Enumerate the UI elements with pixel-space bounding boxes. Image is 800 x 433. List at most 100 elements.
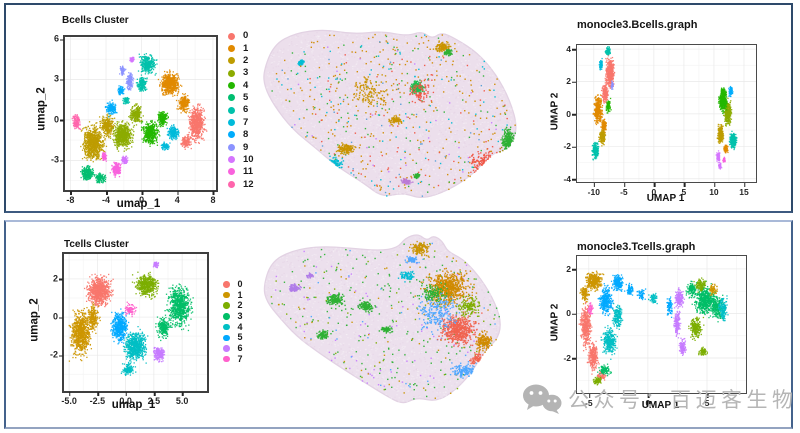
x-tick: -5.0 — [61, 392, 77, 406]
legend-label: 5 — [243, 92, 249, 104]
legend-item: 4 — [223, 322, 243, 333]
x-tick: 5 — [682, 183, 686, 197]
legend-swatch — [228, 106, 235, 114]
legend-item: 2 — [228, 55, 254, 67]
legend-item: 9 — [228, 141, 254, 153]
legend-swatch — [223, 334, 230, 342]
x-tick: -2.5 — [90, 392, 105, 406]
y-tick: 0 — [54, 115, 64, 124]
legend-swatch — [223, 355, 230, 363]
x-tick: 5.0 — [176, 392, 188, 406]
legend-label: 11 — [243, 166, 254, 178]
legend-item: 7 — [223, 354, 243, 365]
legend-swatch — [228, 82, 235, 90]
y-tick: -2 — [563, 354, 576, 363]
legend-swatch — [228, 45, 235, 53]
scatter-canvas — [64, 254, 207, 391]
x-tick: 2.5 — [148, 392, 160, 406]
legend-label: 2 — [243, 55, 249, 67]
x-tick: -5 — [620, 183, 628, 197]
legend-swatch — [228, 131, 235, 139]
chart-title: Tcells Cluster — [64, 239, 129, 250]
legend-item: 2 — [223, 300, 243, 311]
legend-item: 0 — [223, 279, 243, 290]
cluster-legend: 0 1 2 3 4 5 6 7 8 9 10 11 12 — [228, 30, 254, 190]
tissue-canvas — [258, 230, 514, 410]
tcells-row-panel: Tcells Cluster umap_2 2 0 -2 -5.0 -2.5 0.0 2.5… — [4, 220, 793, 429]
bcells-monocle-chart: monocle3.Bcells.graph UMAP 2 4 2 0 -2 -4 -10 -… — [548, 10, 771, 210]
y-tick: 2 — [566, 77, 576, 86]
x-tick: -4 — [102, 191, 110, 205]
legend-item: 4 — [228, 79, 254, 91]
legend-label: 1 — [237, 289, 243, 300]
legend-swatch — [228, 156, 235, 164]
legend-swatch — [223, 291, 230, 299]
bcells-spatial-plot — [258, 14, 522, 206]
x-tick: 0 — [139, 191, 144, 205]
legend-swatch — [228, 69, 235, 77]
legend-label: 6 — [243, 104, 249, 116]
tcells-umap-chart: Tcells Cluster umap_2 2 0 -2 -5.0 -2.5 0.0 2.5… — [6, 222, 262, 425]
legend-swatch — [228, 143, 235, 151]
y-tick: -2 — [563, 142, 576, 151]
legend-item: 5 — [223, 332, 243, 343]
watermark-text: 公众号：百迈客生物 — [568, 389, 798, 412]
y-tick: 6 — [54, 34, 64, 44]
legend-label: 0 — [237, 278, 243, 289]
plot-area: 2 0 -2 -5.0 -2.5 0.0 2.5 5.0 — [50, 252, 209, 406]
x-tick: 10 — [709, 183, 719, 197]
chart-title: monocle3.Tcells.graph — [577, 241, 696, 253]
x-axis-label: UMAP 1 — [646, 193, 685, 204]
tissue-canvas — [258, 14, 522, 206]
legend-label: 7 — [243, 116, 249, 128]
legend-label: 10 — [243, 153, 254, 165]
bcells-row-panel: Bcells Cluster umap_2 6 3 0 -3 -8 -4 0 4 8 umap_… — [4, 3, 793, 213]
legend-item: 0 — [228, 30, 254, 42]
y-axis-label: umap_2 — [28, 298, 41, 342]
x-axis-label: umap_1 — [111, 399, 156, 411]
legend-label: 9 — [243, 141, 249, 153]
legend-swatch — [228, 94, 235, 102]
x-tick: -5 — [585, 394, 593, 408]
legend-swatch — [228, 168, 235, 176]
y-tick: -4 — [563, 174, 576, 184]
legend-item: 5 — [228, 92, 254, 104]
watermark: 公众号：百迈客生物 — [522, 383, 798, 415]
legend-label: 7 — [237, 353, 243, 364]
legend-label: 5 — [237, 332, 243, 343]
legend-item: 8 — [228, 129, 254, 141]
legend-label: 4 — [243, 79, 249, 91]
y-tick: -2 — [50, 350, 63, 360]
x-tick: 0 — [646, 394, 650, 408]
plot-area: 2 0 -2 -5 0 5 — [563, 255, 747, 407]
legend-label: 2 — [237, 300, 243, 311]
chart-title: Bcells Cluster — [62, 15, 129, 26]
plot-area: 6 3 0 -3 -8 -4 0 4 8 — [51, 34, 218, 205]
legend-label: 4 — [237, 321, 243, 332]
y-tick: 3 — [54, 74, 64, 84]
tcells-monocle-chart: monocle3.Tcells.graph UMAP 2 2 0 -2 -5 0 5 UM… — [548, 234, 771, 425]
legend-item: 3 — [223, 311, 243, 322]
legend-swatch — [223, 281, 230, 288]
legend-item: 6 — [228, 104, 254, 116]
x-tick: 0 — [652, 183, 656, 197]
x-tick: 8 — [210, 191, 215, 205]
legend-item: 12 — [228, 178, 254, 190]
legend-swatch — [223, 345, 230, 352]
x-axis-label: UMAP 1 — [641, 400, 680, 411]
legend-swatch — [228, 119, 235, 127]
legend-label: 6 — [237, 342, 243, 353]
wechat-icon — [523, 384, 562, 414]
y-tick: 0 — [53, 312, 63, 322]
legend-item: 6 — [223, 343, 243, 354]
plot-area: 4 2 0 -2 -4 -10 -5 0 5 10 15 — [563, 44, 757, 196]
legend-item: 11 — [228, 166, 254, 178]
scatter-canvas — [577, 45, 756, 182]
legend-swatch — [223, 313, 230, 320]
legend-item: 10 — [228, 153, 254, 165]
legend-label: 0 — [243, 30, 249, 42]
legend-swatch — [223, 323, 230, 331]
bcells-umap-chart: Bcells Cluster umap_2 6 3 0 -3 -8 -4 0 4 8 umap_… — [12, 10, 268, 210]
